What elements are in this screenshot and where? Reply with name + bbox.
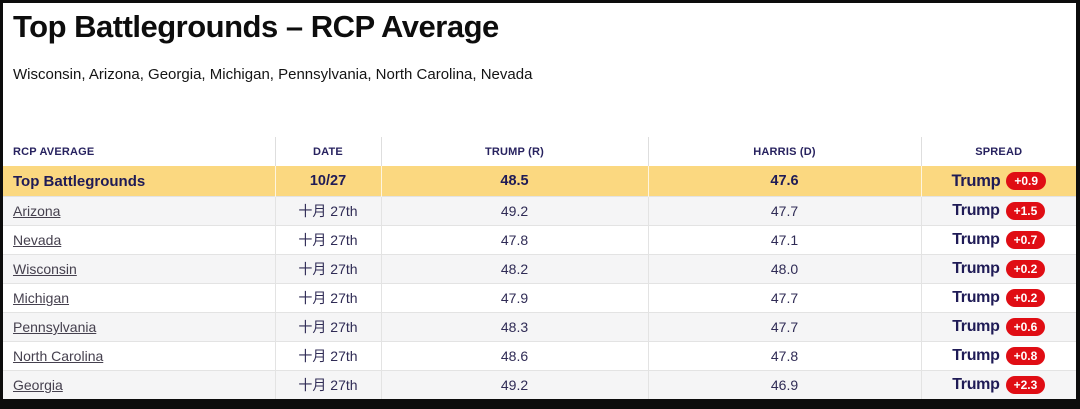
state-link[interactable]: Wisconsin — [13, 261, 77, 277]
date-cell: 十月 27th — [275, 312, 382, 342]
spread-winner-label: Trump — [952, 347, 1000, 364]
polls-table: RCP AVERAGE DATE TRUMP (R) HARRIS (D) SP… — [3, 137, 1076, 400]
harris-value-cell: 48.0 — [648, 254, 922, 284]
harris-value-cell: 47.7 — [648, 283, 922, 313]
harris-value-cell: 47.7 — [648, 196, 922, 226]
summary-harris-value: 47.6 — [648, 166, 922, 197]
bottom-black-bar — [3, 399, 1076, 409]
table-header: RCP AVERAGE DATE TRUMP (R) HARRIS (D) SP… — [3, 137, 1076, 197]
spread-badge: +0.6 — [1005, 318, 1046, 336]
table-row-wisconsin: Wisconsin 十月 27th 48.2 48.0 Trump +0.2 — [3, 254, 1077, 284]
column-header-harris: HARRIS (D) — [648, 137, 922, 166]
state-link[interactable]: Georgia — [13, 377, 63, 393]
date-cell: 十月 27th — [275, 370, 382, 400]
spread-cell: Trump +0.7 — [922, 231, 1077, 249]
spread-badge: +0.2 — [1005, 289, 1046, 307]
harris-value-cell: 47.1 — [648, 225, 922, 255]
page-title: Top Battlegrounds – RCP Average — [13, 9, 499, 44]
table-row-nevada: Nevada 十月 27th 47.8 47.1 Trump +0.7 — [3, 225, 1077, 255]
spread-badge: +0.9 — [1006, 172, 1047, 190]
date-cell: 十月 27th — [275, 225, 382, 255]
spread-cell: Trump +2.3 — [922, 376, 1077, 394]
column-header-trump: TRUMP (R) — [381, 137, 649, 166]
summary-name: Top Battlegrounds — [3, 166, 276, 197]
state-link[interactable]: Michigan — [13, 290, 70, 306]
spread-winner-label: Trump — [952, 231, 1000, 248]
spread-winner-label: Trump — [952, 289, 1000, 306]
state-link[interactable]: Nevada — [13, 232, 62, 248]
trump-value-cell: 48.3 — [381, 312, 649, 342]
trump-value-cell: 48.2 — [381, 254, 649, 284]
column-header-date: DATE — [275, 137, 382, 166]
spread-winner-label: Trump — [951, 171, 1001, 190]
harris-value-cell: 47.8 — [648, 341, 922, 371]
spread-badge: +2.3 — [1005, 376, 1046, 394]
spread-winner-label: Trump — [952, 376, 1000, 393]
trump-value-cell: 47.8 — [381, 225, 649, 255]
spread-winner-label: Trump — [952, 202, 1000, 219]
spread-cell: Trump +0.2 — [922, 260, 1077, 278]
summary-spread: Trump +0.9 — [922, 172, 1077, 191]
spread-badge: +0.2 — [1005, 260, 1046, 278]
date-cell: 十月 27th — [275, 196, 382, 226]
harris-value-cell: 47.7 — [648, 312, 922, 342]
date-cell: 十月 27th — [275, 254, 382, 284]
trump-value-cell: 48.6 — [381, 341, 649, 371]
column-header-rcp-average: RCP AVERAGE — [3, 137, 276, 166]
spread-winner-label: Trump — [952, 260, 1000, 277]
summary-date: 10/27 — [275, 166, 382, 197]
date-cell: 十月 27th — [275, 283, 382, 313]
spread-badge: +0.8 — [1005, 347, 1046, 365]
spread-winner-label: Trump — [952, 318, 1000, 335]
spread-cell: Trump +0.2 — [922, 289, 1077, 307]
spread-badge: +0.7 — [1005, 231, 1046, 249]
trump-value-cell: 47.9 — [381, 283, 649, 313]
trump-value-cell: 49.2 — [381, 196, 649, 226]
page-subtitle: Wisconsin, Arizona, Georgia, Michigan, P… — [13, 66, 533, 83]
table-row-pennsylvania: Pennsylvania 十月 27th 48.3 47.7 Trump +0.… — [3, 312, 1077, 342]
summary-row: Top Battlegrounds 10/27 48.5 47.6 Trump … — [3, 166, 1076, 197]
harris-value-cell: 46.9 — [648, 370, 922, 400]
state-rows: Arizona 十月 27th 49.2 47.7 Trump +1.5 Nev… — [3, 196, 1077, 400]
spread-cell: Trump +0.6 — [922, 318, 1077, 336]
column-header-spread: SPREAD — [975, 145, 1023, 158]
spread-cell: Trump +0.8 — [922, 347, 1077, 365]
table-row-arizona: Arizona 十月 27th 49.2 47.7 Trump +1.5 — [3, 196, 1077, 226]
trump-value-cell: 49.2 — [381, 370, 649, 400]
summary-trump-value: 48.5 — [381, 166, 649, 197]
table-row-georgia: Georgia 十月 27th 49.2 46.9 Trump +2.3 — [3, 370, 1077, 400]
table-row-michigan: Michigan 十月 27th 47.9 47.7 Trump +0.2 — [3, 283, 1077, 313]
date-cell: 十月 27th — [275, 341, 382, 371]
spread-cell: Trump +1.5 — [922, 202, 1077, 220]
state-link[interactable]: North Carolina — [13, 348, 104, 364]
state-link[interactable]: Pennsylvania — [13, 319, 97, 335]
state-link[interactable]: Arizona — [13, 203, 61, 219]
spread-badge: +1.5 — [1005, 202, 1046, 220]
table-row-north-carolina: North Carolina 十月 27th 48.6 47.8 Trump +… — [3, 341, 1077, 371]
